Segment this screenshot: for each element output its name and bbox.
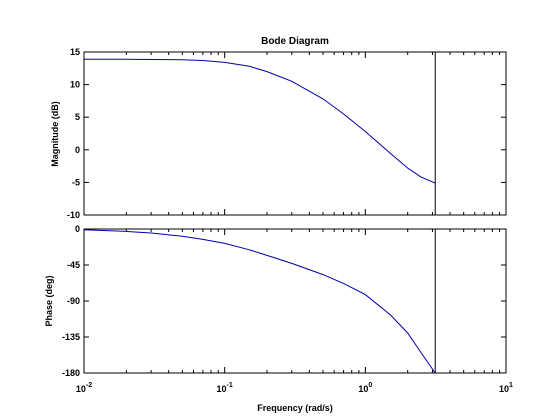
y-tick-label: 10 (70, 80, 80, 90)
y-tick-label: -5 (72, 177, 80, 187)
chart-title: Bode Diagram (261, 36, 329, 47)
magnitude-ylabel: Magnitude (dB) (50, 101, 60, 167)
x-tick-label: 10-1 (217, 382, 233, 394)
y-tick-label: -45 (67, 260, 80, 270)
magnitude-curve (84, 58, 436, 184)
phase-panel: 0 -45 -90 -135 -180 Phase (deg) (44, 224, 507, 378)
magnitude-panel: 15 10 5 0 -5 -10 Magnitude (dB) (50, 47, 507, 220)
x-tick-labels: 10-2 10-1 100 101 (76, 382, 513, 394)
y-tick-label: -135 (62, 332, 80, 342)
phase-ticks: 0 -45 -90 -135 -180 (62, 224, 506, 378)
x-tick-label: 100 (358, 382, 372, 394)
x-tick-label: 10-2 (76, 382, 92, 394)
phase-ylabel: Phase (deg) (44, 275, 54, 326)
x-axis-label: Frequency (rad/s) (257, 403, 333, 413)
y-tick-label: -180 (62, 368, 80, 378)
phase-curve (83, 229, 436, 374)
y-tick-label: 0 (75, 224, 80, 234)
y-tick-label: 0 (75, 145, 80, 155)
x-tick-label: 101 (499, 382, 513, 394)
y-tick-label: 15 (70, 47, 80, 57)
y-tick-label: -90 (67, 296, 80, 306)
magnitude-ticks: 15 10 5 0 -5 -10 (67, 47, 506, 220)
y-tick-label: 5 (75, 112, 80, 122)
magnitude-axes-box (83, 51, 507, 216)
phase-axes-box (83, 228, 507, 374)
y-tick-label: -10 (67, 210, 80, 220)
